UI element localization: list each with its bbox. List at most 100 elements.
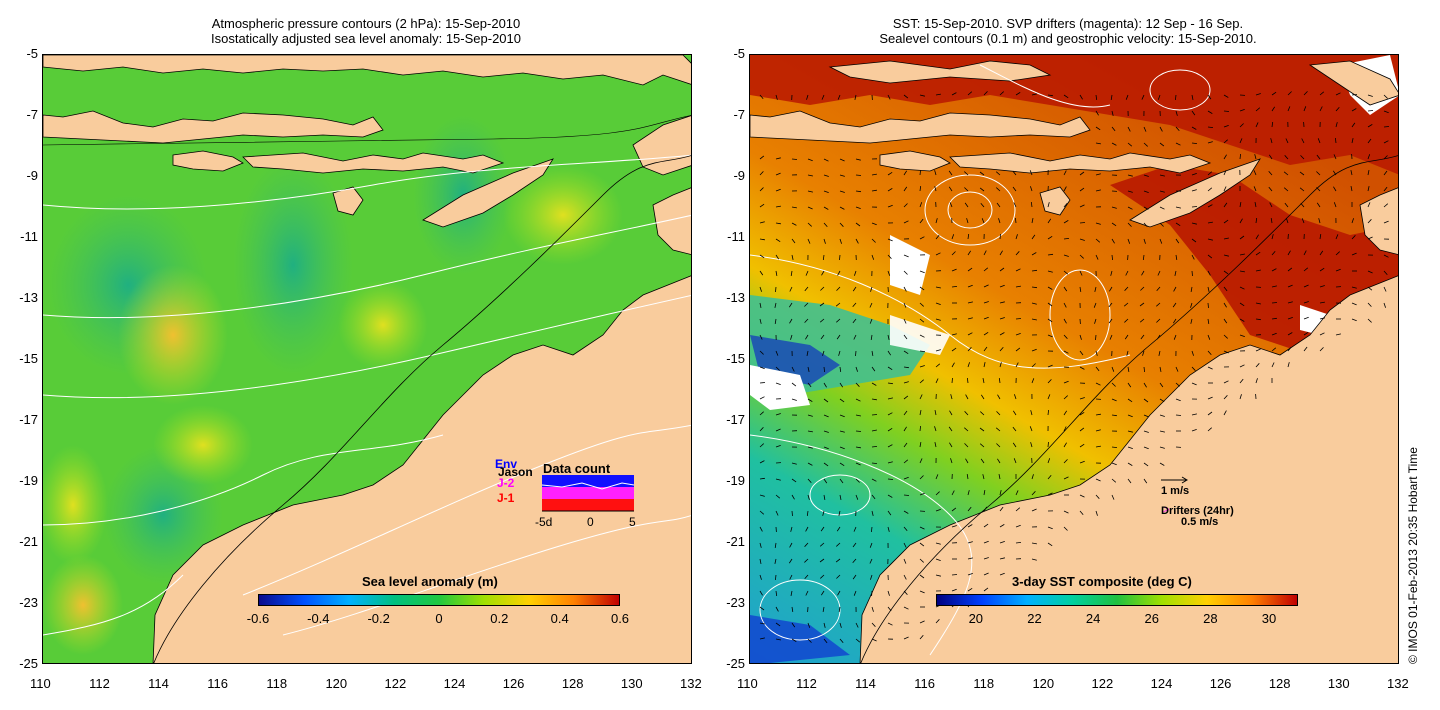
- velocity-arrow: [806, 94, 809, 100]
- velocity-arrow: [1172, 318, 1177, 324]
- velocity-arrow: [823, 366, 825, 373]
- velocity-arrow: [1012, 410, 1017, 416]
- velocity-arrow: [1367, 286, 1373, 291]
- velocity-arrow: [1079, 187, 1085, 192]
- velocity-arrow: [1047, 235, 1053, 240]
- inset-title: Data count: [543, 461, 611, 476]
- velocity-arrow: [999, 91, 1004, 96]
- velocity-arrow: [823, 478, 828, 484]
- velocity-arrow: [869, 542, 873, 548]
- velocity-arrow: [903, 574, 907, 580]
- velocity-arrow: [1126, 350, 1129, 356]
- velocity-arrow: [887, 188, 893, 192]
- velocity-arrow: [999, 572, 1005, 576]
- x-tick-label: 112: [796, 676, 817, 691]
- velocity-arrow: [1319, 317, 1325, 320]
- velocity-arrow: [935, 302, 941, 305]
- velocity-arrow: [1159, 382, 1164, 388]
- velocity-arrow: [999, 346, 1004, 352]
- velocity-arrow: [1015, 234, 1018, 240]
- velocity-arrow: [823, 446, 829, 450]
- velocity-arrow: [935, 363, 941, 368]
- velocity-arrow: [1367, 302, 1372, 307]
- velocity-arrow: [822, 254, 825, 261]
- velocity-arrow: [1031, 93, 1037, 96]
- velocity-arrow: [887, 510, 892, 516]
- velocity-arrow: [791, 238, 796, 244]
- velocity-arrow: [983, 523, 989, 528]
- velocity-arrow: [807, 382, 812, 388]
- velocity-arrow: [855, 190, 862, 193]
- velocity-arrow: [1255, 107, 1261, 112]
- velocity-arrow: [1031, 474, 1034, 480]
- velocity-arrow: [1063, 170, 1067, 176]
- velocity-arrow: [1111, 478, 1117, 483]
- velocity-arrow: [1207, 270, 1211, 276]
- y-tick-label: -25: [19, 656, 38, 671]
- velocity-arrow: [1207, 396, 1213, 400]
- velocity-arrow: [982, 378, 985, 384]
- velocity-arrow: [775, 350, 779, 356]
- velocity-arrow: [871, 526, 873, 533]
- velocity-arrow: [871, 510, 874, 516]
- velocity-arrow: [1159, 190, 1165, 193]
- velocity-arrow: [903, 220, 909, 224]
- velocity-arrow: [823, 190, 829, 193]
- velocity-arrow: [967, 557, 973, 560]
- velocity-arrow: [1223, 170, 1227, 176]
- velocity-arrow: [919, 590, 925, 594]
- velocity-arrow: [807, 158, 813, 162]
- velocity-arrow: [1015, 92, 1021, 96]
- velocity-arrow: [1141, 270, 1145, 276]
- velocity-arrow: [1316, 154, 1321, 160]
- velocity-arrow: [759, 94, 764, 100]
- velocity-arrow: [951, 286, 958, 288]
- velocity-arrow: [1255, 363, 1260, 368]
- velocity-arrow: [967, 317, 973, 320]
- velocity-arrow: [980, 411, 985, 416]
- velocity-arrow: [1127, 366, 1130, 372]
- velocity-arrow: [1239, 270, 1245, 273]
- velocity-arrow: [1015, 362, 1019, 368]
- velocity-arrow: [1287, 301, 1293, 304]
- velocity-arrow: [1095, 510, 1098, 516]
- left-title-line1: Atmospheric pressure contours (2 hPa): 1…: [211, 16, 521, 31]
- velocity-arrow: [775, 172, 781, 176]
- velocity-arrow: [965, 458, 969, 464]
- velocity-arrow: [822, 350, 825, 356]
- velocity-arrow: [887, 171, 893, 176]
- velocity-arrow: [951, 268, 957, 272]
- velocity-arrow: [1047, 286, 1053, 290]
- velocity-arrow: [999, 362, 1002, 368]
- velocity-arrow: [1159, 206, 1165, 210]
- y-tick-label: -21: [726, 534, 745, 549]
- velocity-arrow: [1143, 126, 1147, 132]
- velocity-arrow: [903, 606, 909, 610]
- velocity-arrow: [1383, 170, 1388, 176]
- velocity-arrow: [839, 238, 842, 244]
- velocity-arrow: [1175, 142, 1181, 146]
- velocity-arrow: [1063, 426, 1067, 432]
- velocity-arrow: [1095, 445, 1101, 448]
- x-tick-label: 112: [89, 676, 110, 691]
- x-tick-label: 124: [443, 676, 466, 691]
- velocity-arrow: [979, 187, 985, 192]
- velocity-arrow: [1223, 154, 1227, 160]
- velocity-arrow: [1124, 286, 1129, 291]
- velocity-arrow: [1047, 364, 1053, 368]
- velocity-arrow: [995, 427, 1001, 432]
- velocity-arrow: [951, 362, 955, 368]
- velocity-arrow: [1223, 219, 1229, 224]
- y-tick-label: -11: [727, 229, 745, 244]
- velocity-arrow: [759, 187, 764, 192]
- velocity-arrow: [823, 398, 829, 403]
- velocity-arrow: [1143, 430, 1149, 433]
- velocity-arrow: [823, 222, 828, 228]
- velocity-arrow: [1191, 350, 1194, 356]
- velocity-arrow: [759, 203, 765, 208]
- velocity-arrow: [1030, 186, 1033, 192]
- velocity-arrow: [1190, 318, 1193, 324]
- velocity-arrow: [919, 286, 925, 291]
- velocity-arrow: [1139, 318, 1145, 323]
- velocity-arrow: [1270, 218, 1273, 224]
